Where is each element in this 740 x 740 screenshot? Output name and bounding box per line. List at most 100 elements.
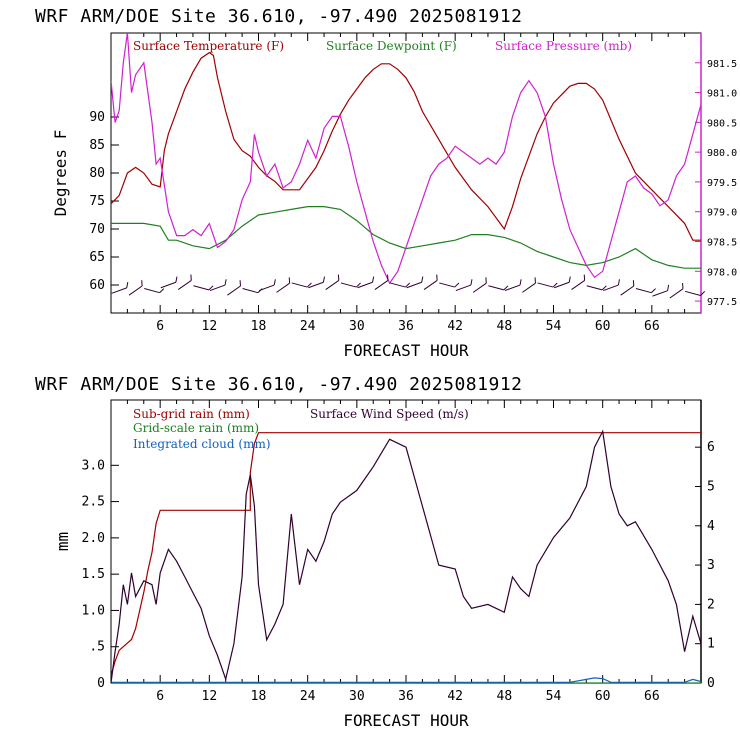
panel2-y-tick-label: .5 (89, 640, 105, 655)
wind-barb-staff (374, 280, 389, 290)
wind-barb (227, 280, 241, 296)
panel2-y-tick-label: 0 (97, 676, 105, 691)
panel1-x-tick-label: 54 (546, 319, 562, 334)
panel2-x-tick-label: 30 (349, 689, 365, 704)
series-line (111, 33, 701, 285)
wind-barb-staff (308, 281, 324, 289)
wind-barb-flag (700, 291, 706, 296)
wind-barb-staff (571, 280, 585, 290)
wind-barb-flag (617, 279, 620, 286)
wind-barb (652, 284, 670, 297)
wind-barb-flag (322, 276, 325, 283)
wind-barb (439, 282, 460, 288)
panel1-title: WRF ARM/DOE Site 36.610, -97.490 2025081… (35, 6, 523, 27)
legend-entry: Sub-grid rain (mm) (133, 407, 250, 421)
panel1-x-tick-label: 48 (497, 319, 513, 334)
wind-barb-staff (357, 281, 373, 289)
wind-barb (406, 276, 424, 289)
wind-barb (209, 279, 227, 292)
wind-barb (504, 279, 522, 292)
wind-barb-flag (239, 280, 241, 287)
panel1-x-tick-label: 42 (447, 319, 463, 334)
wind-barb-flag (651, 288, 656, 294)
panel1-plot-frame (110, 32, 702, 314)
panel1-y2-tick-label: 978.0 (707, 267, 737, 278)
panel2-x-tick-label: 66 (644, 689, 660, 704)
wind-barb-staff (340, 282, 357, 288)
wind-barb-staff (472, 282, 487, 293)
panel1-y-tick-label: 60 (89, 278, 105, 293)
panel1-y2-tick-label: 981.5 (707, 59, 737, 70)
wind-barb-flag (454, 282, 460, 288)
wind-barb-flag (405, 282, 411, 288)
wind-barb-staff (325, 280, 340, 290)
series-line (111, 677, 701, 683)
series-line (111, 432, 701, 676)
wind-barb-staff (111, 287, 127, 294)
wind-barb-flag (159, 288, 165, 294)
panel1-y-tick-label: 70 (89, 222, 105, 237)
wind-barb (276, 277, 291, 293)
wind-barb-flag (356, 282, 361, 288)
wind-barb (144, 288, 165, 294)
wind-barb-flag (485, 277, 487, 284)
wind-barb-staff (128, 285, 143, 296)
panel2-x-tick-label: 42 (447, 689, 463, 704)
panel2-x-tick-label: 54 (546, 689, 562, 704)
wind-barb (684, 290, 706, 296)
wind-barb-staff (537, 282, 554, 288)
panel2-y2-tick-label: 1 (707, 637, 715, 652)
panel1-x-tick-label: 12 (202, 319, 218, 334)
wind-barb-staff (620, 285, 635, 296)
series-line (111, 51, 701, 241)
panel2-x-tick-label: 24 (300, 689, 316, 704)
legend-entry: Grid-scale rain (mm) (133, 421, 259, 435)
panel1-y-axis-label: Degrees F (51, 130, 70, 217)
wind-barb-staff (209, 284, 226, 292)
wind-barb-staff (177, 280, 192, 290)
wind-barb-staff (389, 282, 406, 288)
wind-barb-staff (423, 280, 438, 290)
wind-barb-staff (291, 282, 308, 288)
panel2-y-tick-label: 1.0 (82, 603, 105, 618)
legend-entry: Surface Wind Speed (m/s) (310, 407, 469, 421)
legend-entry: Surface Temperature (F) (133, 39, 284, 53)
panel2-y-tick-label: 2.0 (82, 531, 105, 546)
wind-barb-staff (144, 288, 160, 294)
wind-barb (193, 285, 214, 291)
wind-barb-staff (603, 284, 619, 292)
panel1-y2-tick-label: 980.0 (707, 148, 737, 159)
wind-barb-flag (175, 276, 178, 283)
wind-barb-flag (273, 279, 276, 286)
panel2-y-tick-label: 1.5 (82, 567, 105, 582)
wind-barb-staff (684, 290, 701, 296)
panel1-x-tick-label: 60 (595, 319, 611, 334)
panel2-y-tick-label: 2.5 (82, 495, 105, 510)
wind-barb (177, 274, 192, 290)
panel1-y-tick-label: 85 (89, 138, 105, 153)
wind-barb-flag (141, 280, 143, 287)
wind-barb-flag (208, 285, 214, 291)
wind-barb-staff (160, 281, 177, 289)
wind-barb-flag (190, 274, 192, 281)
wind-barb-flag (337, 274, 340, 281)
panel1-x-axis-label: FORECAST HOUR (343, 341, 469, 360)
wind-barb (389, 282, 411, 288)
series-line (111, 206, 701, 269)
wind-barb (357, 276, 375, 289)
wind-barb-flag (224, 279, 227, 286)
wind-barb-staff (652, 290, 668, 297)
panel2-x-tick-label: 36 (398, 689, 414, 704)
panel2-x-tick-label: 18 (251, 689, 267, 704)
panel1-y-tick-label: 90 (89, 110, 105, 125)
wind-barb-staff (193, 285, 209, 291)
wind-barb-staff (242, 288, 259, 294)
wind-barb (537, 282, 558, 288)
panel1-y2-tick-label: 979.0 (707, 208, 737, 219)
wind-barb-flag (583, 274, 586, 281)
wind-barb (488, 285, 509, 291)
wind-barb (522, 277, 536, 293)
wind-barb-flag (519, 279, 522, 286)
panel2-y-axis-label: mm (53, 532, 72, 551)
panel1-y-tick-label: 80 (89, 166, 105, 181)
